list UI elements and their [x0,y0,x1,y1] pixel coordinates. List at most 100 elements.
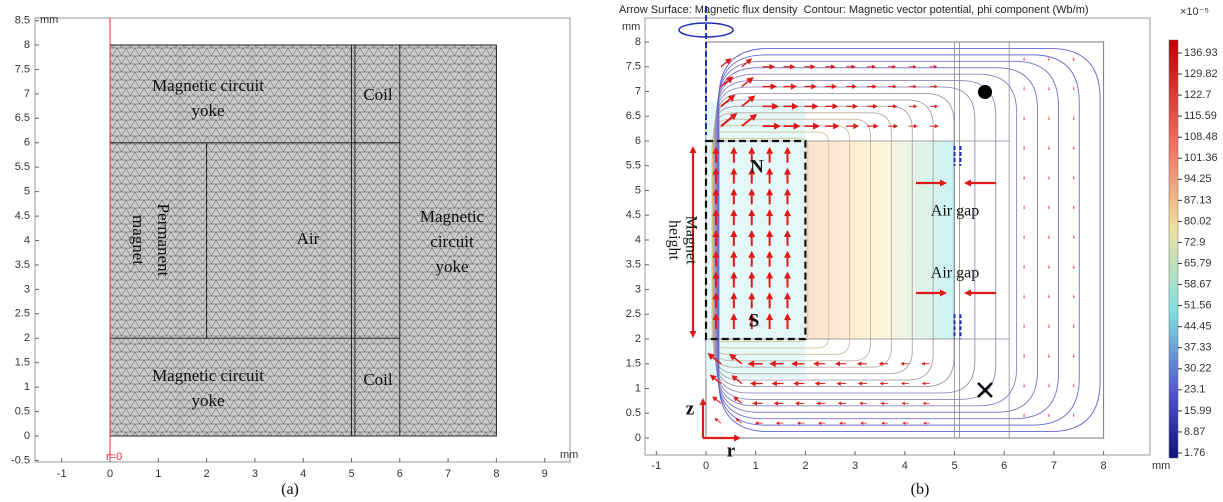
field-arrow-head [832,103,839,110]
y-tick-label: 3 [635,283,641,295]
y-tick-label: 7.5 [626,61,641,73]
field-arrow-head [789,64,796,70]
y-tick-label: 6.5 [15,112,30,124]
field-arrow-head [1048,356,1050,358]
x-tick-label: 0 [107,468,113,480]
field-arrow-head [830,64,836,70]
field-arrow-head [1072,177,1075,180]
field-arrow-head [766,209,774,217]
y-tick-label: -0.5 [11,454,30,466]
field-arrow-head [766,250,774,258]
field-arrow-head [748,229,756,237]
field-arrow-head [934,84,938,89]
field-arrow-head [940,179,947,187]
field-arrow [720,80,729,88]
field-arrow-head [1072,326,1075,329]
field-arrow [717,419,722,424]
field-arrow-head [902,421,906,425]
field-arrow-head [1048,415,1050,418]
colorbar-label: 1.76 [1184,447,1205,459]
x-tick-label: 5 [348,468,354,480]
region-label: Magnetic circuit [152,76,264,95]
contour-line [716,67,1038,413]
field-arrow-head [893,104,898,109]
field-arrow-head [1072,59,1075,61]
field-arrow-head [689,146,697,153]
field-arrow-head [752,401,757,406]
field-arrow [714,378,722,385]
annotation: height [665,220,682,261]
field-arrow-head [712,146,720,154]
y-tick-label: 6 [24,137,30,149]
colorbar-label: 44.45 [1184,321,1212,333]
annotation: N [750,156,764,177]
x-tick-label: 3 [252,468,258,480]
field-arrow-head [1048,207,1050,210]
field-arrow-head [1048,326,1050,329]
field-arrow-head [901,381,905,386]
field-arrow [741,99,751,108]
field-arrow [735,378,743,385]
contour-line [716,73,1018,407]
field-arrow-head [793,122,801,130]
magnet-field [706,101,806,379]
field-arrow-head [934,104,939,109]
field-arrow-head [747,360,755,368]
field-arrow-head [1072,415,1075,418]
field-arrow-head [766,167,774,175]
field-arrow-head [712,209,720,217]
field-arrow [734,357,743,365]
field-arrow-head [773,401,779,406]
field-arrow-head [771,380,777,387]
field-arrow-head [730,292,738,300]
field-arrow-head [852,103,859,110]
field-arrow [736,399,743,404]
y-tick-label: 3 [24,283,30,295]
colorbar-label: 80.02 [1184,215,1212,227]
x-tick-label: 8 [1101,460,1107,472]
contour-line [713,118,871,362]
field-arrow-head [1048,177,1050,180]
field-arrow [715,399,722,404]
region-label: Air [297,229,320,248]
field-arrow-head [1023,207,1025,210]
field-arrow-head [712,250,720,258]
x-tick-label: 6 [1001,460,1007,472]
field-arrow-head [852,84,857,89]
region-label: yoke [191,101,224,120]
field-arrow-head [1048,118,1050,121]
y-unit: mm [40,14,58,26]
field-arrow-head [881,421,885,425]
field-arrow-head [1023,415,1025,418]
field-arrow-head [1023,148,1025,150]
y-tick-label: 2 [635,333,641,345]
y-tick-label: 1.5 [626,358,641,370]
field-arrow-head [1072,266,1075,269]
field-arrow-head [892,84,897,89]
field-arrow-head [878,361,883,366]
field-arrow-head [784,250,792,258]
field-arrow-head [747,95,756,103]
y-tick-label: 2.5 [626,308,641,320]
y-tick-label: 7.5 [15,63,30,75]
field-arrow-head [892,64,897,69]
field-arrow-head [893,123,899,129]
field-arrow-head [922,401,926,405]
field-arrow-head [748,313,756,321]
field-arrow-head [859,401,863,406]
field-arrow-head [770,83,778,90]
current-out [978,85,992,99]
field-arrow-head [748,146,756,154]
annotation: Air gap [931,265,979,282]
x-tick-label: 2 [204,468,210,480]
field-arrow-head [1023,88,1025,91]
x-tick-label: 1 [155,468,161,480]
annotation: Magnet [682,216,699,265]
field-arrow-head [793,381,799,387]
region-label: Coil [363,370,393,389]
x-tick-label: 4 [902,460,908,472]
y-tick-label: 1 [635,382,641,394]
colorbar-label: 72.9 [1184,236,1205,248]
field-arrow-head [712,188,720,196]
